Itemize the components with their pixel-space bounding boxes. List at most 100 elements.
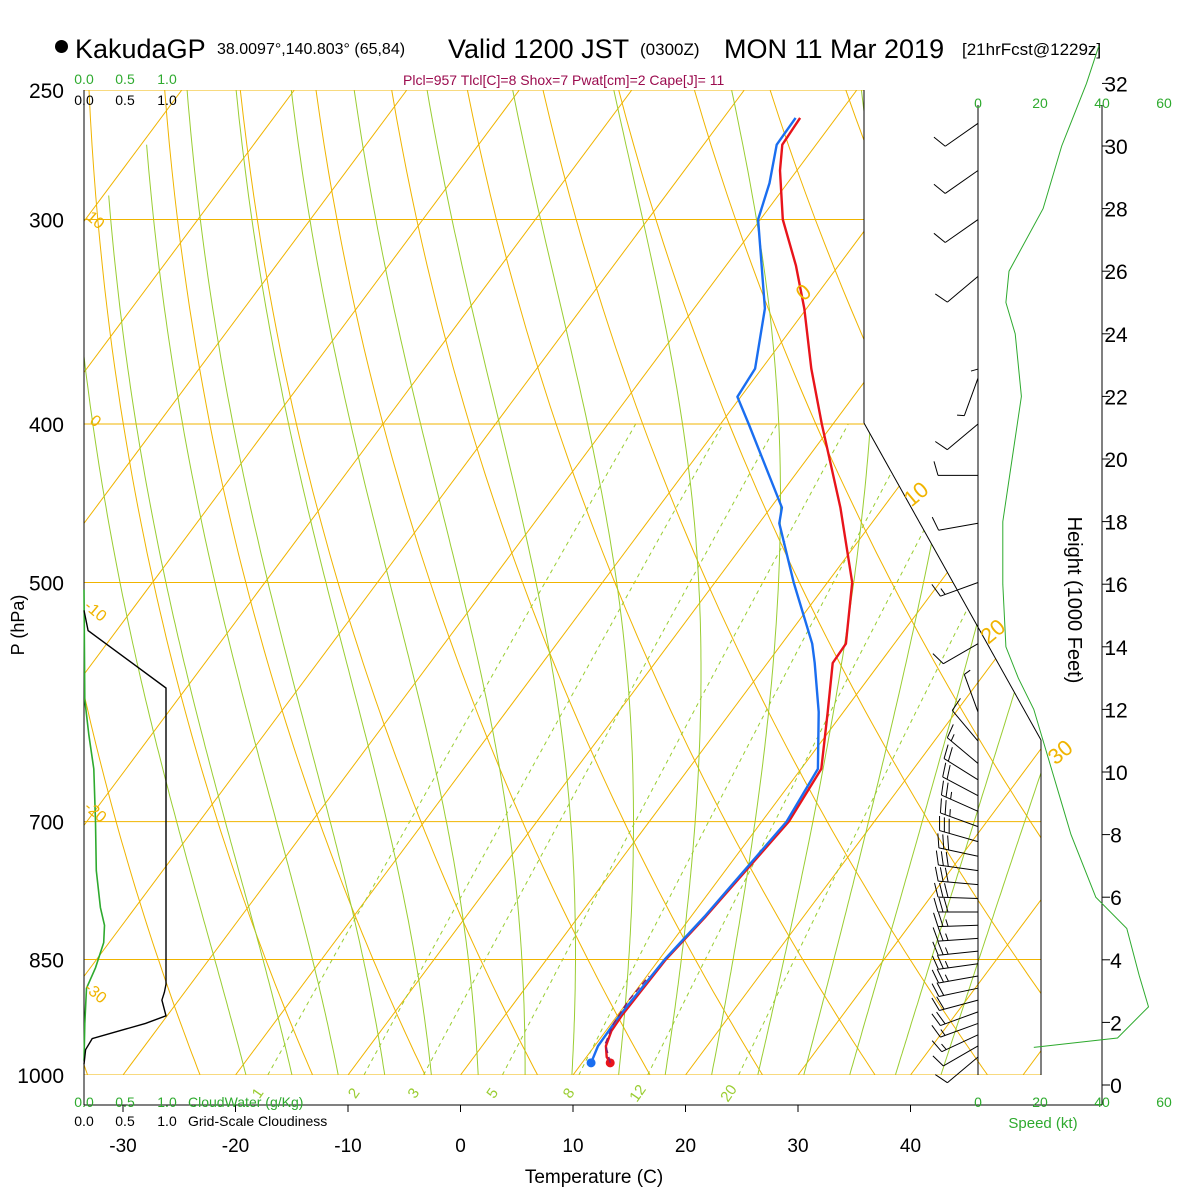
- wind-barb-feather: [946, 724, 954, 738]
- cloud-water-top-tick: 1.0: [157, 71, 177, 87]
- wind-barb: [931, 516, 979, 531]
- wind-barb-staff: [941, 1034, 979, 1053]
- x-tick-label: -10: [334, 1136, 361, 1157]
- wind-barb: [933, 912, 979, 928]
- mixing-ratio-line: [578, 423, 918, 1075]
- cloud-water-bottom-tick: 1.0: [157, 1094, 177, 1110]
- wind-barb-feather: [932, 653, 944, 665]
- isotherm-right-label: 30: [1043, 735, 1078, 770]
- cloudiness-line: [83, 610, 167, 1065]
- height-tick-label: 16: [1104, 574, 1127, 597]
- wind-barb: [933, 122, 979, 147]
- wind-barb-half-feather: [964, 669, 971, 675]
- wind-barb-feather: [935, 293, 948, 303]
- wind-barb: [963, 669, 979, 713]
- wind-barb-feather: [944, 800, 947, 815]
- wind-barb: [935, 1056, 979, 1084]
- pressure-tick-label: 1000: [17, 1065, 64, 1088]
- dry-adiabat-line: [311, 90, 671, 1075]
- dry-adiabat-line: [835, 90, 1041, 1075]
- wind-barb-feather: [936, 996, 945, 1010]
- moist-adiabat-line: [929, 90, 1041, 1075]
- wind-barb-staff: [938, 847, 979, 857]
- moist-adiabat-line: [84, 242, 256, 1075]
- pressure-tick-label: 850: [29, 950, 64, 973]
- moist-adiabat-line: [749, 90, 876, 1075]
- mixing-ratio-line: [363, 423, 724, 1075]
- wind-barb-staff: [944, 170, 979, 194]
- wind-barb-feather: [944, 883, 949, 898]
- wind-barb-staff: [938, 522, 979, 531]
- moist-adiabat-line: [607, 90, 702, 1075]
- wind-barb-feather: [933, 136, 946, 147]
- speed-axis-title: Speed (kt): [1008, 1115, 1077, 1132]
- isotherm-left-label: 0: [86, 412, 104, 431]
- wind-barb: [932, 926, 979, 942]
- valid-date: MON 11 Mar 2019: [724, 34, 945, 64]
- moist-adiabat-line: [794, 90, 990, 1075]
- isotherm-line: [1136, 90, 1200, 1075]
- mixing-ratio-label: 20: [717, 1082, 740, 1105]
- wind-barb-feather: [938, 912, 944, 927]
- wind-barb-staff: [940, 1022, 979, 1038]
- wind-barb-half-feather: [944, 961, 949, 969]
- height-tick-label: 14: [1104, 637, 1128, 660]
- wind-barb-feather: [931, 969, 940, 984]
- speed-bottom-tick-label: 20: [1032, 1094, 1048, 1110]
- speed-top-tick-label: 0: [974, 95, 982, 111]
- dry-adiabat-line: [461, 90, 899, 1075]
- pressure-tick-label: 250: [29, 80, 64, 103]
- cloudiness-top-tick: 0.5: [115, 92, 135, 108]
- wind-barb-staff: [944, 219, 979, 243]
- wind-barb-feather: [937, 833, 940, 848]
- dry-adiabat-line: [984, 90, 1041, 1075]
- wind-barb: [935, 423, 979, 451]
- wind-barb-feather: [939, 867, 944, 882]
- moist-adiabat-line: [287, 90, 481, 1075]
- height-tick-label: 32: [1104, 73, 1127, 96]
- height-tick-label: 6: [1110, 887, 1122, 910]
- mixing-ratio-label: 3: [405, 1085, 424, 1102]
- sounding-series: [586, 117, 854, 1068]
- wind-barb: [935, 850, 979, 872]
- height-tick-label: 0: [1110, 1075, 1122, 1098]
- wind-barb-staff: [963, 674, 979, 713]
- speed-bottom-tick-label: 60: [1156, 1094, 1172, 1110]
- wind-barb: [931, 582, 979, 597]
- wind-barb-staff: [947, 737, 979, 764]
- wind-panel: [931, 45, 1150, 1084]
- wind-barb-staff: [938, 937, 979, 942]
- wind-barb-feather: [935, 441, 948, 451]
- wind-barb-feather: [939, 798, 942, 813]
- wind-barb-feather: [942, 762, 947, 778]
- wind-barb-staff: [938, 896, 979, 899]
- speed-bottom-tick-label: 40: [1094, 1094, 1110, 1110]
- station-dot-icon: [55, 40, 68, 53]
- wind-barb-half-feather: [940, 588, 946, 595]
- station-coords: 38.0097°,140.803° (65,84): [217, 41, 406, 58]
- pressure-tick-label: 300: [29, 210, 64, 233]
- station-name: KakudaGP: [75, 34, 206, 64]
- wind-barb-feather: [936, 1011, 946, 1025]
- cloudiness-bottom-tick: 1.0: [157, 1113, 177, 1129]
- isotherm-left-label: 10: [83, 208, 108, 233]
- mixing-ratio-line: [738, 423, 1041, 1075]
- wind-barb-feather: [947, 747, 953, 762]
- wind-barb-feather: [934, 882, 939, 898]
- height-tick-label: 18: [1104, 512, 1127, 535]
- wind-barb: [943, 744, 979, 781]
- wind-barb-staff: [963, 377, 979, 416]
- dewpoint-surface-marker: [586, 1058, 596, 1068]
- wind-barb: [937, 833, 979, 857]
- wind-barb-half-feather: [941, 1043, 947, 1050]
- wind-barb-feather: [937, 926, 944, 941]
- diagram-background-lines: [84, 90, 1200, 1075]
- cloud-water-bottom-tick: 0.5: [115, 1094, 135, 1110]
- wind-barb-staff: [940, 812, 979, 828]
- wind-barb-staff: [938, 975, 979, 984]
- wind-barb-feather: [931, 997, 940, 1011]
- wind-barb-half-feather: [950, 734, 955, 742]
- wind-barb: [931, 982, 979, 998]
- wind-barb-feather: [931, 1040, 943, 1053]
- dry-adiabat-line: [386, 90, 785, 1075]
